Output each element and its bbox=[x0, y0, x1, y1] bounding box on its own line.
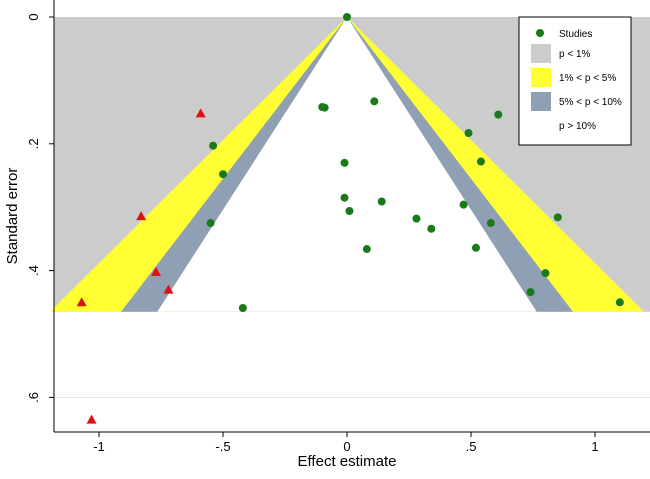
data-point-circle-14 bbox=[412, 214, 421, 223]
study-markers bbox=[76, 13, 624, 424]
data-point-circle-3 bbox=[370, 97, 379, 106]
data-point-triangle-4 bbox=[76, 297, 87, 307]
data-point-circle-24 bbox=[238, 304, 247, 313]
x-axis-title: Effect estimate bbox=[298, 453, 397, 470]
data-point-triangle-2 bbox=[151, 266, 162, 276]
data-point-circle-21 bbox=[541, 269, 550, 278]
legend-label-studies: Studies bbox=[559, 29, 592, 40]
x-tick-label-3: .5 bbox=[466, 439, 477, 454]
legend-swatch-p-5-10 bbox=[531, 92, 551, 111]
data-point-circle-15 bbox=[553, 213, 562, 222]
legend-swatch-p-1 bbox=[531, 44, 551, 63]
data-point-circle-6 bbox=[209, 141, 218, 150]
y-tick-label-3: .6 bbox=[26, 392, 41, 403]
data-point-circle-4 bbox=[494, 110, 503, 119]
data-point-circle-16 bbox=[206, 219, 215, 228]
legend-label-p-10: p > 10% bbox=[559, 121, 596, 132]
data-point-triangle-1 bbox=[136, 211, 147, 221]
data-point-circle-10 bbox=[340, 193, 349, 202]
axes: -1 -.5 0 .5 1 0 .2 .4 .6 bbox=[26, 0, 650, 454]
data-point-triangle-3 bbox=[163, 284, 174, 294]
data-point-triangle-5 bbox=[86, 414, 97, 424]
data-point-circle-12 bbox=[459, 200, 468, 209]
x-tick-label-1: -.5 bbox=[215, 439, 230, 454]
y-tick-label-2: .4 bbox=[26, 265, 41, 276]
legend-label-p-1: p < 1% bbox=[559, 49, 591, 60]
data-point-circle-5 bbox=[464, 129, 473, 138]
legend-studies-marker bbox=[536, 29, 544, 37]
y-axis-title: Standard error bbox=[4, 168, 21, 265]
x-tick-label-2: 0 bbox=[343, 439, 350, 454]
data-point-circle-22 bbox=[526, 288, 535, 297]
x-tick-label-0: -1 bbox=[93, 439, 105, 454]
data-point-circle-17 bbox=[486, 219, 495, 228]
legend-label-p-5-10: 5% < p < 10% bbox=[559, 97, 622, 108]
legend-swatch-p-1-5 bbox=[531, 68, 551, 87]
data-point-circle-7 bbox=[476, 157, 485, 166]
y-tick-label-0: 0 bbox=[26, 13, 41, 20]
data-point-circle-2 bbox=[318, 103, 327, 112]
data-point-circle-11 bbox=[377, 197, 386, 206]
data-point-circle-9 bbox=[219, 170, 227, 179]
legend: Studies p < 1% 1% < p < 5% 5% < p < 10% … bbox=[518, 16, 632, 146]
data-point-circle-23 bbox=[615, 298, 624, 307]
data-point-circle-19 bbox=[362, 245, 371, 254]
data-point-circle-8 bbox=[340, 158, 349, 167]
data-point-circle-20 bbox=[471, 243, 480, 252]
data-point-circle-18 bbox=[427, 224, 436, 233]
legend-label-p-1-5: 1% < p < 5% bbox=[559, 73, 616, 84]
data-point-circle-13 bbox=[345, 207, 354, 216]
data-point-triangle-0 bbox=[195, 108, 206, 118]
y-tick-label-1: .2 bbox=[26, 138, 41, 149]
x-tick-label-4: 1 bbox=[591, 439, 598, 454]
data-point-circle-0 bbox=[343, 13, 351, 21]
